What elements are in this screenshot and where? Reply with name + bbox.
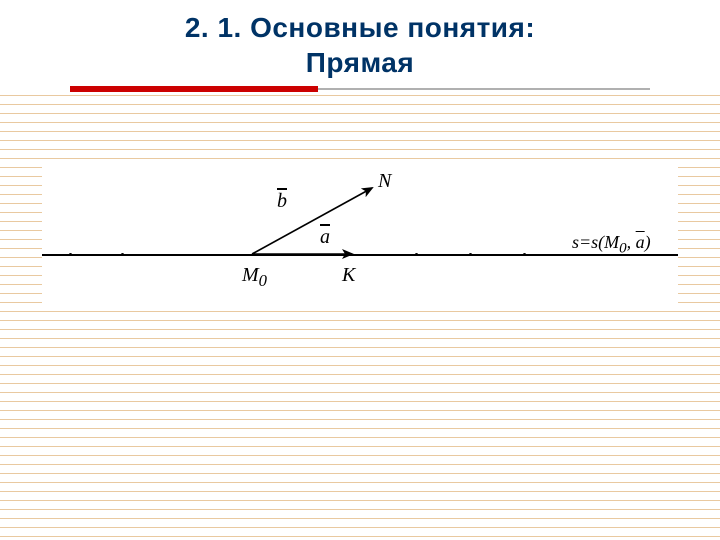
- underline-red: [70, 86, 318, 92]
- eq-M-prefix: M: [604, 232, 619, 252]
- label-N: N: [378, 170, 391, 193]
- equation: s=s(M0, a): [572, 232, 651, 258]
- axis-tick: [469, 253, 472, 256]
- label-M0-prefix: M: [242, 264, 259, 286]
- axis-tick: [523, 253, 526, 256]
- title-line-2: Прямая: [306, 47, 414, 78]
- eq-M: M0: [604, 232, 627, 252]
- diagram-inner: b a N M0 K s=s(M0, a): [42, 160, 678, 305]
- eq-M-sub: 0: [619, 241, 627, 257]
- label-M0: M0: [242, 264, 267, 291]
- eq-suffix: ): [645, 232, 651, 252]
- label-a: a: [320, 226, 330, 249]
- axis-tick: [121, 253, 124, 256]
- diagram-panel: b a N M0 K s=s(M0, a): [42, 160, 678, 305]
- label-K: K: [342, 264, 355, 287]
- vector-b-line: [252, 188, 372, 254]
- slide: 2. 1. Основные понятия: Прямая: [0, 0, 720, 540]
- label-b: b: [277, 190, 287, 213]
- eq-comma: ,: [627, 232, 636, 252]
- underline-gray: [318, 88, 650, 90]
- eq-a: a: [636, 232, 645, 252]
- title-block: 2. 1. Основные понятия: Прямая: [0, 0, 720, 100]
- label-M0-sub: 0: [259, 271, 267, 290]
- axis-tick: [69, 253, 72, 256]
- page-title: 2. 1. Основные понятия: Прямая: [0, 10, 720, 80]
- eq-prefix: s=s(: [572, 232, 604, 252]
- vector-b: [237, 173, 387, 269]
- title-underline: [0, 86, 720, 100]
- title-line-1: 2. 1. Основные понятия:: [185, 12, 535, 43]
- axis-tick: [415, 253, 418, 256]
